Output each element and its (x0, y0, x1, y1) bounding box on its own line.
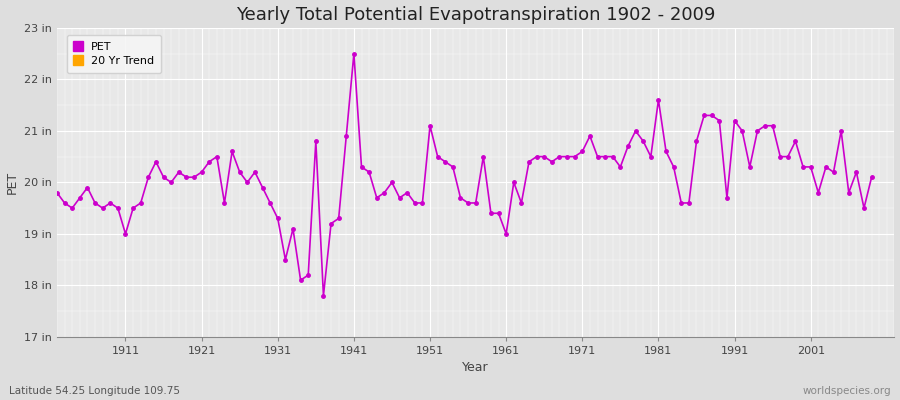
Y-axis label: PET: PET (5, 171, 19, 194)
Title: Yearly Total Potential Evapotranspiration 1902 - 2009: Yearly Total Potential Evapotranspiratio… (236, 6, 716, 24)
Text: Latitude 54.25 Longitude 109.75: Latitude 54.25 Longitude 109.75 (9, 386, 180, 396)
Legend: PET, 20 Yr Trend: PET, 20 Yr Trend (67, 35, 161, 73)
Text: worldspecies.org: worldspecies.org (803, 386, 891, 396)
X-axis label: Year: Year (463, 362, 489, 374)
